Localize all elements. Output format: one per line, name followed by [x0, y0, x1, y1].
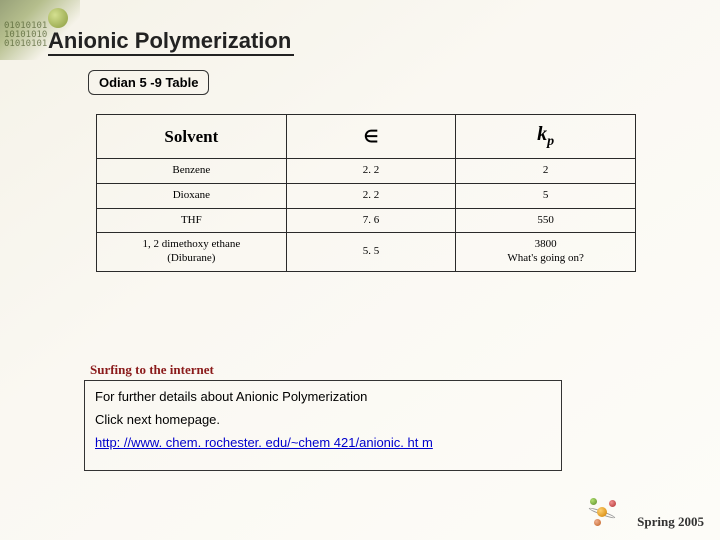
cell-solvent: THF — [97, 208, 287, 233]
surfing-label: Surfing to the internet — [90, 362, 214, 378]
kp-base: k — [537, 123, 547, 145]
details-line2: Click next homepage. — [95, 412, 551, 427]
footer-text: Spring 2005 — [637, 514, 704, 530]
corner-binary-text: 010101011010101001010101 — [4, 22, 47, 49]
cell-eps: 2. 2 — [286, 159, 456, 184]
details-box: For further details about Anionic Polyme… — [84, 380, 562, 471]
corner-sphere-icon — [48, 8, 68, 28]
subtitle-label: Odian 5 -9 Table — [88, 70, 209, 95]
table-row: Benzene 2. 2 2 — [97, 159, 636, 184]
table-row: THF 7. 6 550 — [97, 208, 636, 233]
anionic-link[interactable]: http: //www. chem. rochester. edu/~chem … — [95, 435, 433, 450]
table-header-row: Solvent ∈ kp — [97, 115, 636, 159]
cell-eps: 7. 6 — [286, 208, 456, 233]
table-row: Dioxane 2. 2 5 — [97, 183, 636, 208]
title-underline — [48, 54, 294, 56]
header-epsilon: ∈ — [286, 115, 456, 159]
cell-solvent: Dioxane — [97, 183, 287, 208]
solvent-table: Solvent ∈ kp Benzene 2. 2 2 Dioxane 2. 2… — [96, 114, 636, 272]
header-solvent: Solvent — [97, 115, 287, 159]
kp-sub: p — [547, 134, 554, 149]
cell-kp: 2 — [456, 159, 636, 184]
cell-eps: 2. 2 — [286, 183, 456, 208]
page-title: Anionic Polymerization — [48, 28, 291, 54]
cell-kp: 550 — [456, 208, 636, 233]
cell-solvent: 1, 2 dimethoxy ethane(Diburane) — [97, 233, 287, 272]
cell-eps: 5. 5 — [286, 233, 456, 272]
details-line1: For further details about Anionic Polyme… — [95, 389, 551, 404]
cell-solvent: Benzene — [97, 159, 287, 184]
table-row: 1, 2 dimethoxy ethane(Diburane) 5. 5 380… — [97, 233, 636, 272]
header-kp: kp — [456, 115, 636, 159]
cell-kp: 5 — [456, 183, 636, 208]
footer-molecule-icon — [588, 498, 616, 526]
cell-kp: 3800What's going on? — [456, 233, 636, 272]
